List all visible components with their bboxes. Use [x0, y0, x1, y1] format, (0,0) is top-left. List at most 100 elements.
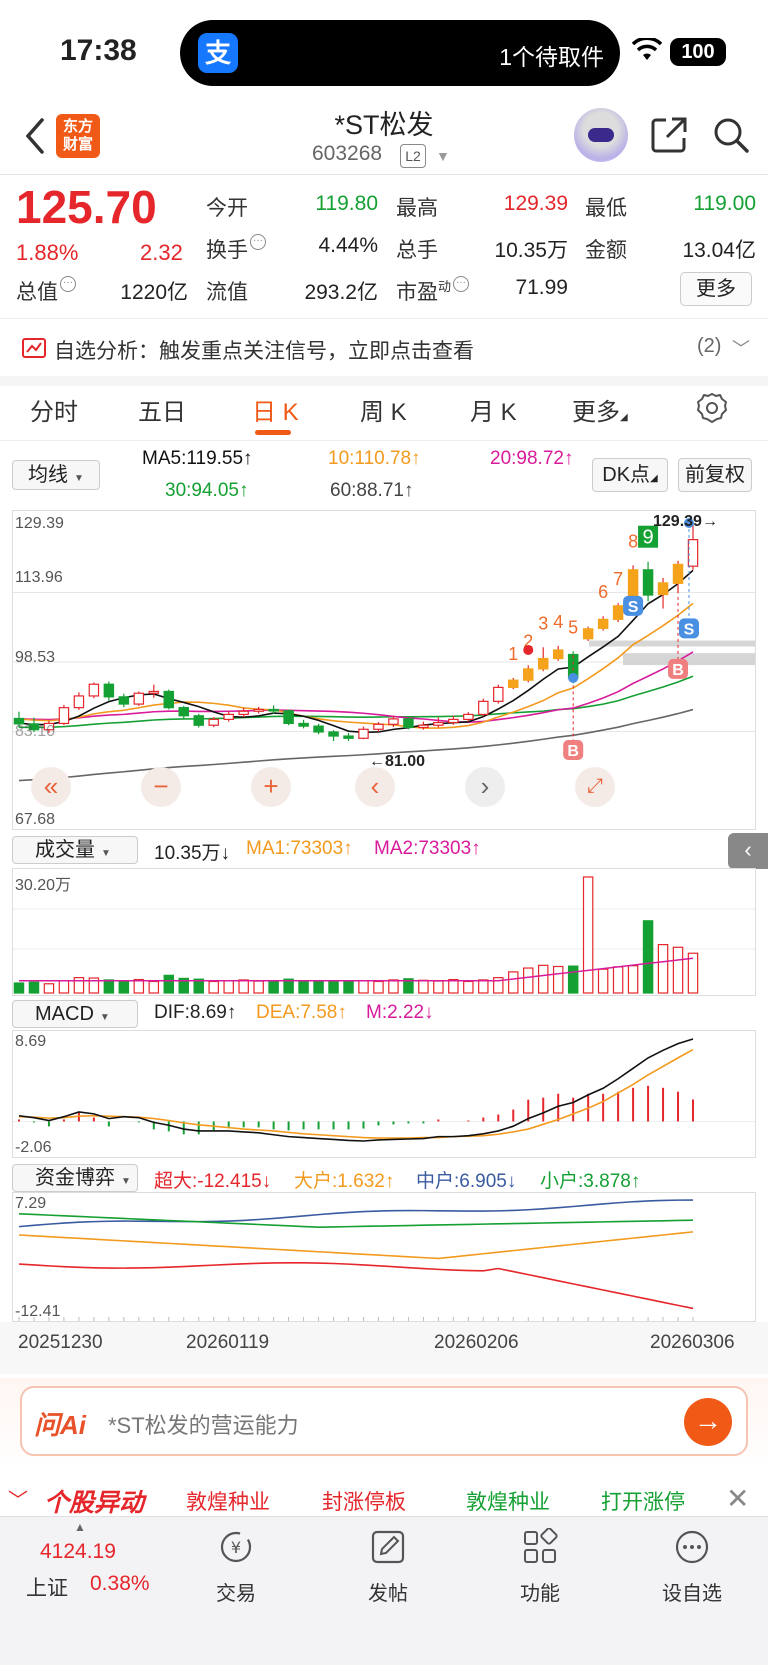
- volume-selector[interactable]: 成交量 ▼: [12, 836, 138, 864]
- next-button[interactable]: ›: [465, 767, 505, 807]
- volume-bar: [537, 964, 549, 994]
- signal-dot: [523, 644, 534, 655]
- zoom-out-button[interactable]: −: [141, 767, 181, 807]
- candle-body: [552, 649, 564, 660]
- volume-bar: [268, 980, 279, 994]
- ma5-line: [18, 569, 694, 734]
- candle-body: [597, 618, 609, 629]
- more-quote-button[interactable]: 更多: [680, 272, 752, 306]
- fund-flow-chart[interactable]: 7.29 -12.41: [12, 1192, 756, 1322]
- nav-post[interactable]: 发帖: [343, 1528, 433, 1606]
- gear-icon[interactable]: [696, 392, 728, 424]
- indicator-selector[interactable]: 均线 ▼: [12, 460, 100, 490]
- signal-number: 2: [523, 631, 533, 651]
- caret-down-icon[interactable]: ▼: [436, 148, 450, 164]
- ai-robot-avatar[interactable]: [574, 108, 628, 162]
- movers-title: 个股异动: [44, 1489, 145, 1517]
- index-value[interactable]: 4124.19: [40, 1540, 116, 1563]
- tab-daily-k[interactable]: 日 K: [252, 399, 299, 426]
- sell-marker-bg: [623, 595, 644, 616]
- volume-max-label: 30.20万: [15, 877, 72, 894]
- macd-selector[interactable]: MACD ▼: [12, 1000, 138, 1028]
- tab-five-day[interactable]: 五日: [138, 399, 186, 426]
- volume-bar: [28, 981, 40, 994]
- candle-body: [672, 563, 684, 584]
- dynamic-island[interactable]: 支 1个待取件: [180, 20, 620, 86]
- arrow-right-icon[interactable]: →: [684, 1398, 732, 1446]
- info-icon[interactable]: ···: [453, 276, 470, 292]
- mover-item[interactable]: 敦煌种业: [186, 1491, 270, 1514]
- volume-bar: [208, 980, 219, 994]
- info-icon[interactable]: ···: [250, 234, 266, 250]
- chevron-down-icon[interactable]: ﹀: [732, 339, 750, 359]
- sell-marker[interactable]: S: [628, 599, 639, 616]
- mover-item[interactable]: 打开涨停: [601, 1491, 685, 1514]
- battery-icon: 100: [670, 38, 726, 66]
- candle-body: [463, 713, 474, 720]
- macd-bottom-label: -2.06: [15, 1139, 52, 1156]
- nav-add-watchlist[interactable]: 设自选: [647, 1528, 737, 1606]
- candle-body: [163, 690, 175, 709]
- caret-up-icon[interactable]: ▲: [74, 1520, 86, 1534]
- forward-adjust-button[interactable]: 前复权: [678, 458, 752, 492]
- volume-bar: [418, 979, 429, 994]
- candle-body: [253, 708, 264, 712]
- volume-ma-line: [19, 957, 694, 982]
- date-label: 20251230: [18, 1332, 103, 1353]
- macd-chart[interactable]: 8.69 -2.06: [12, 1030, 756, 1158]
- ask-ai-input[interactable]: [20, 1386, 748, 1456]
- fund-flow-selector[interactable]: 资金博弈 ▼: [12, 1164, 138, 1192]
- alert-banner-text[interactable]: 自选分析：触发重点关注信号，立即点击查看: [54, 340, 474, 363]
- grid-icon: [524, 1527, 558, 1563]
- index-name[interactable]: 上证: [26, 1577, 68, 1600]
- nav-functions[interactable]: 功能: [495, 1527, 585, 1606]
- volume-bar: [552, 965, 564, 994]
- turnover-value: 4.44%: [318, 234, 378, 257]
- dk-point-button[interactable]: DK点◢: [592, 458, 668, 492]
- index-percent[interactable]: 0.38%: [90, 1572, 150, 1595]
- search-icon[interactable]: [712, 116, 750, 154]
- candle-body: [283, 710, 294, 725]
- ma10-value: 10:110.78↑: [328, 448, 421, 469]
- prev-button[interactable]: ‹: [355, 767, 395, 807]
- amount-label: 金额: [585, 239, 627, 262]
- close-icon[interactable]: ✕: [726, 1483, 750, 1514]
- tab-weekly-k[interactable]: 周 K: [360, 399, 407, 426]
- mover-item[interactable]: 封涨停板: [322, 1491, 406, 1514]
- alipay-icon: 支: [198, 33, 238, 73]
- ask-ai-placeholder[interactable]: *ST松发的营运能力: [108, 1413, 299, 1438]
- nav-trade[interactable]: ¥ 交易: [191, 1528, 281, 1606]
- expand-icon[interactable]: ⤢: [575, 767, 615, 807]
- collapse-side-icon[interactable]: ‹: [728, 833, 768, 869]
- candle-body: [133, 692, 145, 705]
- mover-item[interactable]: 敦煌种业: [466, 1491, 550, 1514]
- stock-code[interactable]: 603268: [312, 142, 383, 165]
- tab-monthly-k[interactable]: 月 K: [470, 399, 517, 426]
- buy-marker[interactable]: B: [567, 743, 579, 760]
- sell-marker[interactable]: S: [684, 621, 695, 638]
- alert-count[interactable]: (2): [697, 335, 722, 357]
- info-icon[interactable]: ···: [60, 276, 76, 292]
- fast-back-button[interactable]: «: [31, 767, 71, 807]
- candle-body: [13, 717, 25, 725]
- tab-intraday[interactable]: 分时: [30, 399, 78, 426]
- chevron-down-icon[interactable]: ﹀: [8, 1490, 28, 1512]
- island-text: 1个待取件: [499, 44, 604, 70]
- y-axis-label: 83.10: [15, 723, 56, 740]
- ma20-line: [18, 651, 694, 723]
- candle-body: [612, 605, 624, 620]
- candle-body: [193, 715, 204, 726]
- macd-m: M:2.22↓: [366, 1002, 434, 1023]
- volume-chart[interactable]: 30.20万: [12, 868, 756, 996]
- share-icon[interactable]: [650, 116, 688, 154]
- volume-bar: [567, 965, 579, 994]
- level2-badge[interactable]: L2: [400, 144, 426, 168]
- tab-more[interactable]: 更多◢: [572, 399, 628, 426]
- volume-bar: [508, 971, 519, 994]
- candle-body: [313, 725, 324, 733]
- buy-marker[interactable]: B: [672, 662, 684, 679]
- zoom-in-button[interactable]: +: [251, 767, 291, 807]
- back-icon[interactable]: [20, 116, 50, 156]
